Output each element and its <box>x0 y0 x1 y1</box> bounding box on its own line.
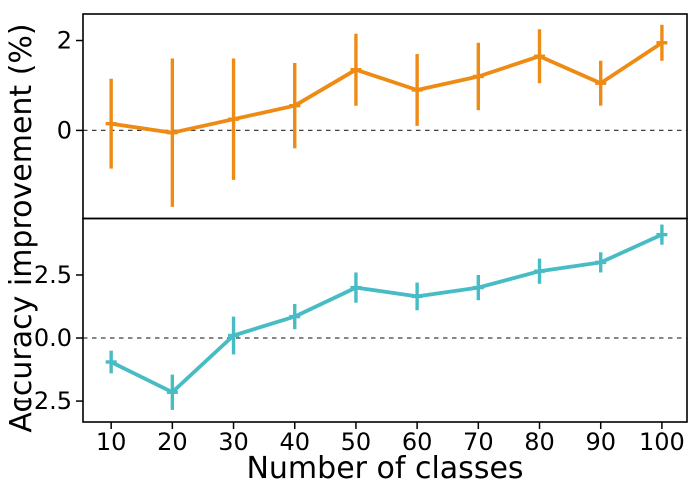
x-axis-label: Number of classes <box>246 451 523 486</box>
y-tick-label: −2.5 <box>14 387 72 415</box>
x-tick-label: 10 <box>96 428 127 456</box>
y-axis-label: Accuracy improvement (%) <box>4 23 39 432</box>
y-tick-label: 0 <box>57 116 72 144</box>
x-tick-label: 90 <box>585 428 616 456</box>
y-tick-label: 0.0 <box>34 324 72 352</box>
bottom-series-line <box>109 232 664 395</box>
top-series-line <box>109 40 664 135</box>
top-errorbars <box>109 24 664 207</box>
x-tick-label: 100 <box>639 428 685 456</box>
bottom-panel-border <box>82 217 688 423</box>
x-tick-label: 60 <box>402 428 433 456</box>
x-tick-label: 20 <box>157 428 188 456</box>
y-tick-label: 2 <box>57 27 72 55</box>
bottom-errorbars <box>109 224 664 410</box>
top-y-ticks: 20 <box>57 27 83 144</box>
top-panel: 20 <box>57 13 688 220</box>
bottom-markers <box>105 232 668 394</box>
bottom-y-ticks: 2.5 0.0 −2.5 <box>14 261 83 415</box>
x-tick-label: 70 <box>463 428 494 456</box>
y-tick-label: 2.5 <box>34 261 72 289</box>
x-tick-label: 50 <box>341 428 372 456</box>
x-tick-label: 80 <box>524 428 555 456</box>
x-tick-label: 30 <box>218 428 249 456</box>
top-markers <box>105 41 668 135</box>
bottom-panel: 2.5 0.0 −2.5 <box>14 217 688 423</box>
x-tick-label: 40 <box>279 428 310 456</box>
x-axis: 10 20 30 40 50 60 70 80 90 100 <box>96 422 685 456</box>
panels-group: 202.50.0−2.5 <box>14 13 688 423</box>
